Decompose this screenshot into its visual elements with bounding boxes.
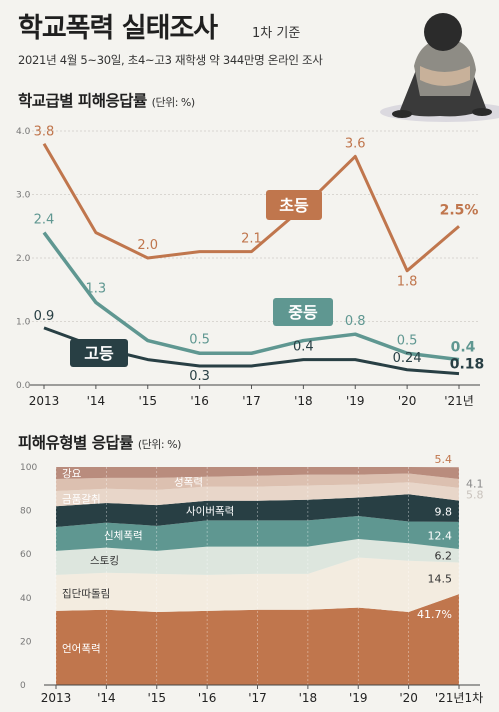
legend-label-3: 고등: [84, 344, 114, 363]
line-data-label: 2.1: [241, 232, 262, 247]
area-chart-title: 피해유형별 응답률 (단위: %): [18, 434, 181, 452]
line-data-label: 2.0: [137, 238, 158, 253]
area-y-tick: 20: [20, 637, 32, 647]
line-x-tick: 2013: [29, 394, 60, 408]
area-series-name: 집단따돌림: [62, 588, 110, 600]
line-series-1: [42, 142, 460, 273]
line-data-label: 0.9: [34, 309, 55, 324]
area-x-tick: '17: [248, 691, 267, 705]
line-series-2: [42, 231, 460, 362]
area-series-name: 성폭력: [174, 477, 203, 489]
area-x-tick: '21년1차: [435, 691, 483, 705]
area-band-7: [56, 473, 459, 491]
line-chart-unit: (단위: %): [151, 96, 195, 109]
line-data-label: 0.3: [189, 369, 210, 384]
area-x-tick: '15: [147, 691, 166, 705]
area-value-label: 5.8: [466, 488, 484, 501]
line-x-tick: '21년: [444, 394, 474, 408]
line-data-label: 0.8: [345, 314, 366, 329]
line-x-tick: '20: [398, 394, 417, 408]
area-value-label: 9.8: [435, 505, 453, 518]
line-data-label: 2.5%: [440, 202, 479, 218]
legend-box-3: [70, 339, 128, 367]
line-data-label: 3.6: [345, 136, 366, 151]
line-y-tick: 1.0: [16, 318, 31, 328]
area-y-tick: 80: [20, 507, 32, 517]
area-x-tick: '20: [399, 691, 418, 705]
area-x-tick: 2013: [41, 691, 72, 705]
line-data-label: 0.24: [393, 351, 422, 366]
line-y-tick: 4.0: [16, 127, 31, 137]
area-series-name: 강요: [62, 468, 82, 480]
area-x-tick: '18: [299, 691, 318, 705]
line-x-tick: '15: [138, 394, 157, 408]
legend-box-2: [273, 298, 333, 326]
area-y-tick: 60: [20, 550, 32, 560]
area-x-tick: '19: [349, 691, 368, 705]
line-data-label: 1.8: [397, 275, 418, 290]
legend-label-1: 초등: [279, 196, 309, 215]
area-series-name: 신체폭력: [104, 530, 143, 542]
line-x-tick: '14: [87, 394, 106, 408]
line-data-label: 1.3: [86, 281, 107, 296]
legend-label-2: 중등: [288, 303, 318, 322]
area-value-label: 5.4: [435, 453, 453, 466]
line-data-label: 0.5: [189, 332, 210, 347]
line-y-tick: 3.0: [16, 191, 31, 201]
line-x-tick: '19: [346, 394, 365, 408]
line-x-tick: '16: [190, 394, 209, 408]
line-x-tick: '18: [294, 394, 313, 408]
title-basis-note: 1차 기준: [252, 26, 301, 41]
line-data-label: 0.4: [451, 340, 476, 356]
legend-box-1: [266, 190, 322, 220]
area-y-tick: 0: [20, 681, 26, 691]
area-value-label: 12.4: [428, 529, 453, 542]
area-y-tick: 40: [20, 594, 32, 604]
area-x-tick: '14: [97, 691, 116, 705]
area-value-label: 41.7%: [417, 608, 452, 621]
area-x-tick: '16: [198, 691, 217, 705]
line-data-label: 3.8: [34, 125, 55, 140]
line-x-tick: '17: [242, 394, 261, 408]
line-data-label: 0.4: [293, 340, 314, 355]
line-y-tick: 2.0: [16, 254, 31, 264]
area-value-label: 6.2: [435, 550, 453, 563]
line-data-label: 0.5: [397, 333, 418, 348]
area-y-tick: 100: [20, 463, 37, 473]
line-data-label: 0.18: [450, 357, 485, 373]
line-data-label: 2.4: [34, 213, 55, 228]
area-series-name: 언어폭력: [62, 643, 101, 655]
area-series-name: 사이버폭력: [186, 506, 234, 518]
area-chart-unit: (단위: %): [137, 438, 181, 451]
area-series-name: 금품갈취: [62, 493, 101, 506]
area-value-label: 4.1: [466, 477, 484, 490]
area-series-name: 스토킹: [90, 555, 119, 567]
line-chart-title: 학교급별 피해응답률 (단위: %): [18, 92, 195, 110]
area-value-label: 14.5: [428, 572, 453, 585]
survey-description: 2021년 4월 5~30일, 초4~고3 재학생 약 344만명 온라인 조사: [18, 53, 323, 67]
page-title: 학교폭력 실태조사: [18, 13, 218, 44]
line-y-tick: 0.0: [16, 381, 31, 391]
area-band-5: [56, 494, 459, 527]
